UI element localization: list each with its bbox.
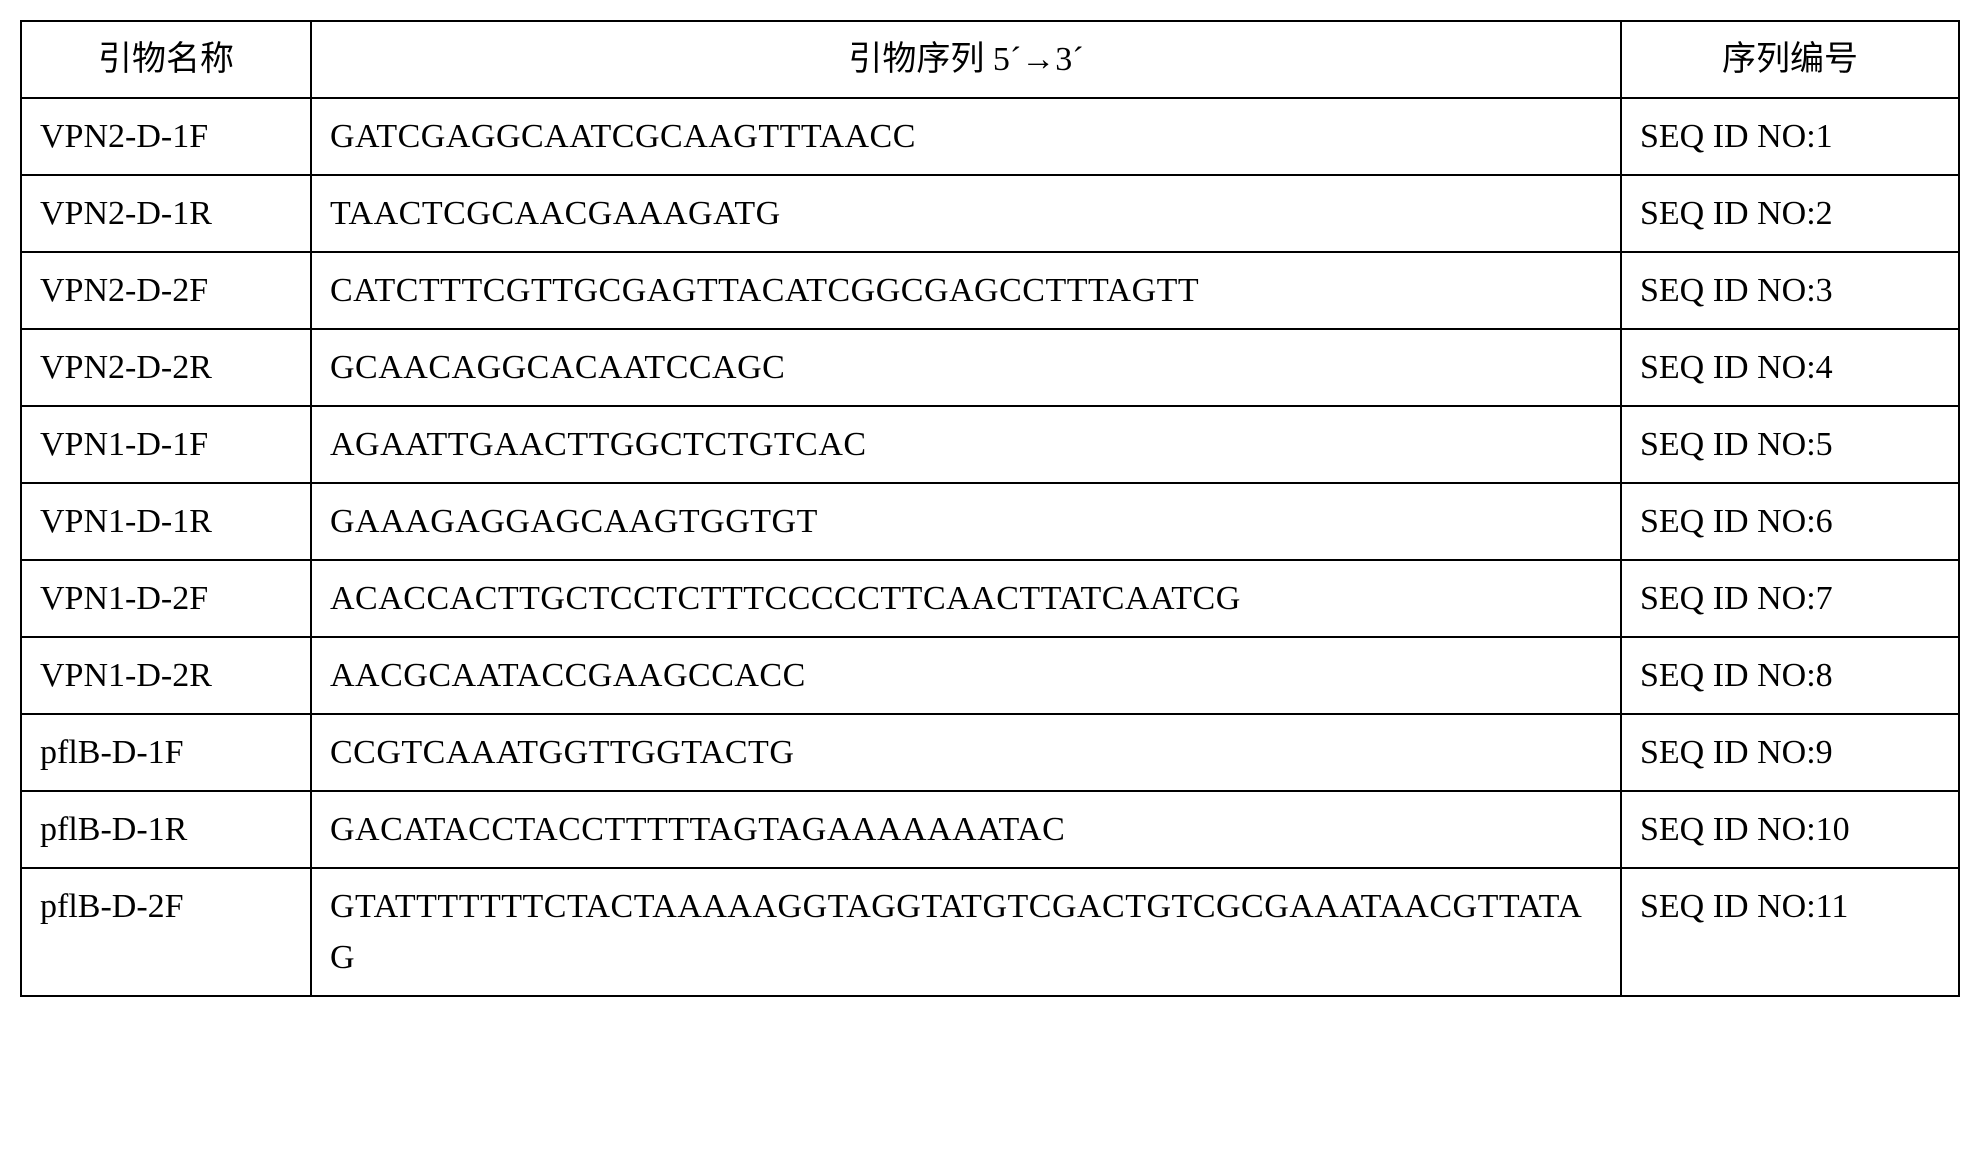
primer-sequence-cell: GATCGAGGCAATCGCAAGTTTAACC — [311, 98, 1621, 175]
primer-name-cell: pflB-D-1R — [21, 791, 311, 868]
primer-table: 引物名称 引物序列 5´→3´ 序列编号 VPN2-D-1F GATCGAGGC… — [20, 20, 1960, 997]
table-row: VPN2-D-1F GATCGAGGCAATCGCAAGTTTAACC SEQ … — [21, 98, 1959, 175]
primer-name-cell: pflB-D-1F — [21, 714, 311, 791]
seq-id-cell: SEQ ID NO:6 — [1621, 483, 1959, 560]
primer-sequence-cell: AACGCAATACCGAAGCCACC — [311, 637, 1621, 714]
primer-sequence-cell: AGAATTGAACTTGGCTCTGTCAC — [311, 406, 1621, 483]
table-row: VPN1-D-1F AGAATTGAACTTGGCTCTGTCAC SEQ ID… — [21, 406, 1959, 483]
table-body: VPN2-D-1F GATCGAGGCAATCGCAAGTTTAACC SEQ … — [21, 98, 1959, 996]
table-row: VPN1-D-1R GAAAGAGGAGCAAGTGGTGT SEQ ID NO… — [21, 483, 1959, 560]
primer-name-cell: VPN2-D-2F — [21, 252, 311, 329]
primer-name-cell: VPN1-D-2R — [21, 637, 311, 714]
table-row: VPN2-D-2R GCAACAGGCACAATCCAGC SEQ ID NO:… — [21, 329, 1959, 406]
primer-name-cell: VPN2-D-1R — [21, 175, 311, 252]
table-row: VPN1-D-2F ACACCACTTGCTCCTCTTTCCCCCTTCAAC… — [21, 560, 1959, 637]
table-header-row: 引物名称 引物序列 5´→3´ 序列编号 — [21, 21, 1959, 98]
seq-id-cell: SEQ ID NO:4 — [1621, 329, 1959, 406]
seq-id-cell: SEQ ID NO:7 — [1621, 560, 1959, 637]
primer-sequence-cell: CATCTTTCGTTGCGAGTTACATCGGCGAGCCTTTAGTT — [311, 252, 1621, 329]
header-sequence-id: 序列编号 — [1621, 21, 1959, 98]
table-row: VPN2-D-2F CATCTTTCGTTGCGAGTTACATCGGCGAGC… — [21, 252, 1959, 329]
seq-id-cell: SEQ ID NO:2 — [1621, 175, 1959, 252]
seq-id-cell: SEQ ID NO:10 — [1621, 791, 1959, 868]
primer-sequence-cell: GAAAGAGGAGCAAGTGGTGT — [311, 483, 1621, 560]
primer-sequence-cell: GCAACAGGCACAATCCAGC — [311, 329, 1621, 406]
seq-id-cell: SEQ ID NO:1 — [1621, 98, 1959, 175]
primer-sequence-cell: GTATTTTTTTCTACTAAAAAGGTAGGTATGTCGACTGTCG… — [311, 868, 1621, 996]
primer-sequence-cell: ACACCACTTGCTCCTCTTTCCCCCTTCAACTTATCAATCG — [311, 560, 1621, 637]
seq-id-cell: SEQ ID NO:3 — [1621, 252, 1959, 329]
primer-sequence-cell: CCGTCAAATGGTTGGTACTG — [311, 714, 1621, 791]
primer-name-cell: VPN1-D-1R — [21, 483, 311, 560]
primer-sequence-cell: GACATACCTACCTTTTTAGTAGAAAAAAATAC — [311, 791, 1621, 868]
seq-id-cell: SEQ ID NO:9 — [1621, 714, 1959, 791]
primer-table-container: 引物名称 引物序列 5´→3´ 序列编号 VPN2-D-1F GATCGAGGC… — [20, 20, 1958, 997]
primer-sequence-cell: TAACTCGCAACGAAAGATG — [311, 175, 1621, 252]
primer-name-cell: pflB-D-2F — [21, 868, 311, 996]
table-row: pflB-D-1F CCGTCAAATGGTTGGTACTG SEQ ID NO… — [21, 714, 1959, 791]
table-row: VPN1-D-2R AACGCAATACCGAAGCCACC SEQ ID NO… — [21, 637, 1959, 714]
primer-name-cell: VPN1-D-2F — [21, 560, 311, 637]
primer-name-cell: VPN2-D-1F — [21, 98, 311, 175]
primer-name-cell: VPN2-D-2R — [21, 329, 311, 406]
table-row: pflB-D-1R GACATACCTACCTTTTTAGTAGAAAAAAAT… — [21, 791, 1959, 868]
table-row: pflB-D-2F GTATTTTTTTCTACTAAAAAGGTAGGTATG… — [21, 868, 1959, 996]
table-row: VPN2-D-1R TAACTCGCAACGAAAGATG SEQ ID NO:… — [21, 175, 1959, 252]
seq-id-cell: SEQ ID NO:5 — [1621, 406, 1959, 483]
seq-id-cell: SEQ ID NO:11 — [1621, 868, 1959, 996]
header-primer-sequence: 引物序列 5´→3´ — [311, 21, 1621, 98]
seq-id-cell: SEQ ID NO:8 — [1621, 637, 1959, 714]
primer-name-cell: VPN1-D-1F — [21, 406, 311, 483]
header-primer-name: 引物名称 — [21, 21, 311, 98]
